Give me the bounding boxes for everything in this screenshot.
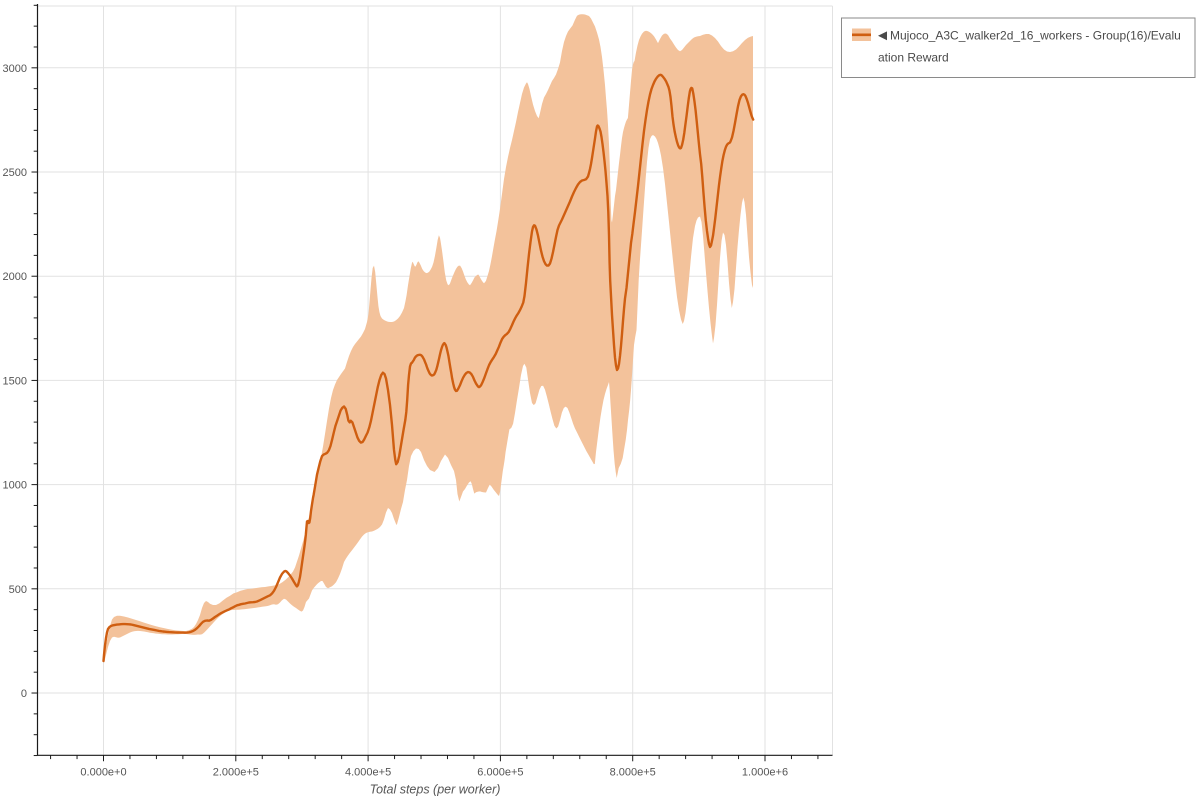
svg-text:3000: 3000 [3,63,27,75]
svg-text:1.000e+6: 1.000e+6 [742,767,788,779]
svg-text:2500: 2500 [3,167,27,179]
svg-text:6.000e+5: 6.000e+5 [477,767,523,779]
svg-text:0: 0 [21,688,27,700]
svg-text:8.000e+5: 8.000e+5 [610,767,656,779]
svg-text:1500: 1500 [3,375,27,387]
svg-text:ation Reward: ation Reward [878,51,949,65]
svg-text:Mujoco_A3C_walker2d_16_workers: Mujoco_A3C_walker2d_16_workers - Group(1… [890,29,1181,43]
svg-text:2.000e+5: 2.000e+5 [213,767,259,779]
svg-text:Total steps (per worker): Total steps (per worker) [370,783,501,797]
svg-text:500: 500 [9,584,27,596]
svg-text:4.000e+5: 4.000e+5 [345,767,391,779]
svg-text:2000: 2000 [3,271,27,283]
svg-text:1000: 1000 [3,480,27,492]
svg-text:0.000e+0: 0.000e+0 [80,767,126,779]
